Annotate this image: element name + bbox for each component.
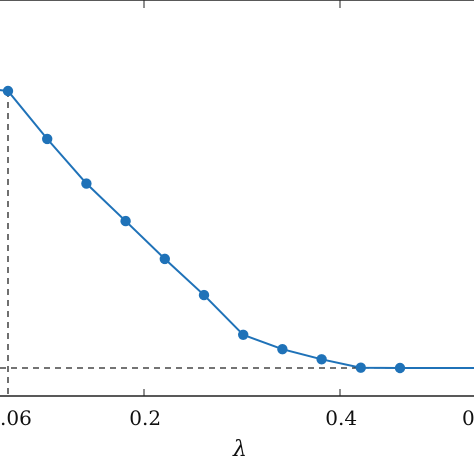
data-point xyxy=(81,178,92,189)
data-point xyxy=(355,362,366,373)
x-tick-label: 0.2 xyxy=(129,406,161,430)
x-tick-label: .06 xyxy=(0,406,32,430)
x-tick-label: 0 xyxy=(462,406,474,430)
data-point xyxy=(198,289,210,301)
data-point xyxy=(277,344,288,355)
data-point xyxy=(394,362,406,374)
x-tick-label: 0.4 xyxy=(325,406,357,430)
data-point xyxy=(120,215,131,227)
x-tick-labels: .06 0.2 0.4 0 xyxy=(0,406,474,430)
data-point xyxy=(159,253,170,265)
series-layer xyxy=(0,85,474,374)
data-point xyxy=(316,354,327,365)
x-axis-label: λ xyxy=(232,437,247,462)
data-point xyxy=(42,133,53,145)
data-point xyxy=(238,329,249,341)
series-line xyxy=(0,89,474,369)
data-point xyxy=(2,85,14,97)
